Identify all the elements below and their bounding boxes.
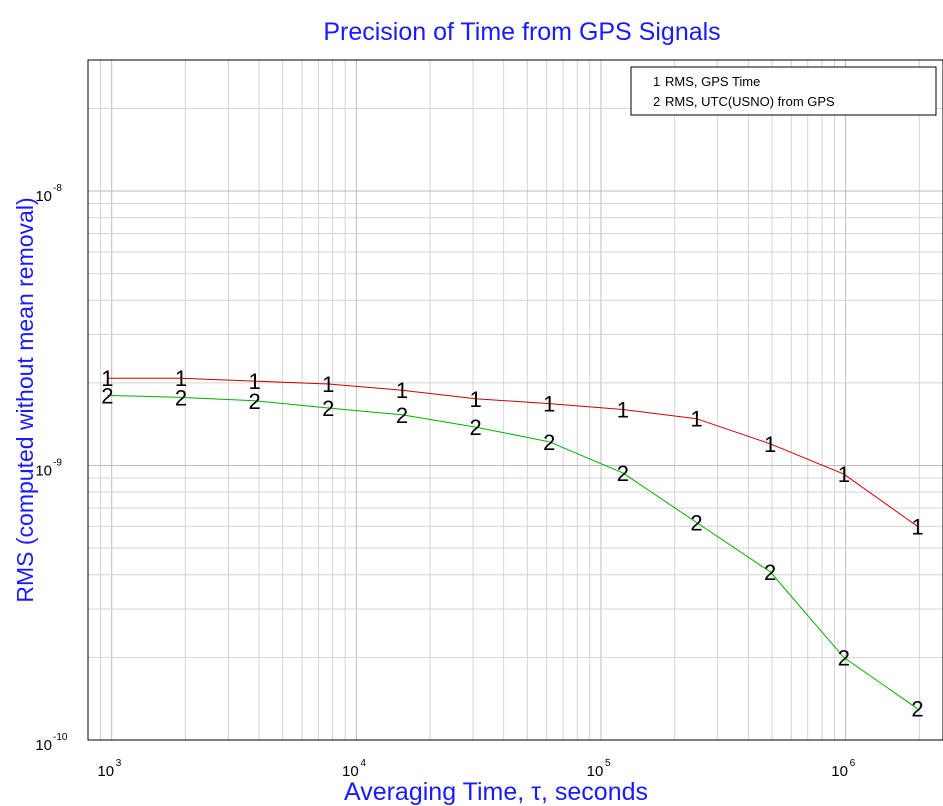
data-point-marker-1: 1: [617, 397, 629, 422]
data-point-marker-1: 1: [322, 372, 334, 397]
y-tick-label: 10 -8: [35, 183, 62, 205]
x-tick-base: 10: [342, 763, 359, 780]
chart-title: Precision of Time from GPS Signals: [323, 18, 720, 46]
y-tick-exponent: -10: [53, 732, 68, 743]
data-point-marker-1: 1: [690, 407, 702, 432]
data-point-marker-1: 1: [911, 514, 923, 539]
x-tick-base: 10: [587, 763, 604, 780]
x-tick-label: 10 5: [587, 758, 611, 780]
y-axis-label: RMS (computed without mean removal): [12, 197, 38, 602]
x-tick-label: 10 4: [342, 758, 366, 780]
y-tick-base: 10: [35, 462, 52, 479]
x-tick-label: 10 6: [831, 758, 855, 780]
y-tick-base: 10: [35, 737, 52, 754]
series-line-2: [107, 394, 918, 710]
y-tick-exponent: -8: [53, 183, 62, 194]
data-point-marker-1: 1: [249, 369, 261, 394]
data-point-marker-2: 2: [322, 396, 334, 421]
legend: 1 RMS, GPS Time 2 RMS, UTC(USNO) from GP…: [630, 66, 937, 116]
y-tick-label: 10 -9: [35, 457, 62, 479]
data-point-marker-1: 1: [543, 392, 555, 417]
data-point-marker-2: 2: [764, 560, 776, 585]
y-tick-label: 10 -10: [35, 732, 68, 754]
series-line-1: [107, 377, 918, 527]
data-point-marker-2: 2: [101, 383, 113, 408]
legend-marker-1: 1: [653, 74, 660, 89]
x-tick-exponent: 4: [360, 758, 366, 769]
y-tick-base: 10: [35, 188, 52, 205]
x-tick-base: 10: [97, 763, 114, 780]
data-point-marker-1: 1: [838, 462, 850, 487]
data-point-marker-1: 1: [101, 366, 113, 391]
data-point-marker-2: 2: [690, 510, 702, 535]
x-tick-exponent: 3: [116, 758, 122, 769]
x-tick-base: 10: [831, 763, 848, 780]
data-point-marker-1: 1: [469, 387, 481, 412]
data-point-marker-1: 1: [175, 366, 187, 391]
x-tick-label: 10 3: [97, 758, 121, 780]
data-point-marker-2: 2: [249, 389, 261, 414]
plot-frame: [87, 59, 943, 741]
x-tick-exponent: 5: [605, 758, 611, 769]
grid: [87, 60, 943, 741]
data-point-marker-2: 2: [911, 697, 923, 722]
data-point-marker-2: 2: [469, 415, 481, 440]
data-point-marker-1: 1: [396, 378, 408, 403]
data-point-marker-2: 2: [396, 403, 408, 428]
data-point-marker-1: 1: [764, 432, 776, 457]
data-point-marker-2: 2: [175, 385, 187, 410]
data-point-marker-2: 2: [838, 645, 850, 670]
legend-marker-2: 2: [653, 94, 660, 109]
x-tick-exponent: 6: [850, 758, 856, 769]
legend-label-1: RMS, GPS Time: [665, 74, 760, 89]
x-axis-label: Averaging Time, τ, seconds: [344, 778, 648, 806]
x-axis-ticks: 10 3 10 4 10 5 10 6: [97, 758, 855, 780]
y-tick-exponent: -9: [53, 457, 62, 468]
data-point-marker-2: 2: [617, 461, 629, 486]
legend-box: [630, 66, 937, 116]
legend-label-2: RMS, UTC(USNO) from GPS: [665, 94, 835, 109]
data-point-marker-2: 2: [543, 430, 555, 455]
